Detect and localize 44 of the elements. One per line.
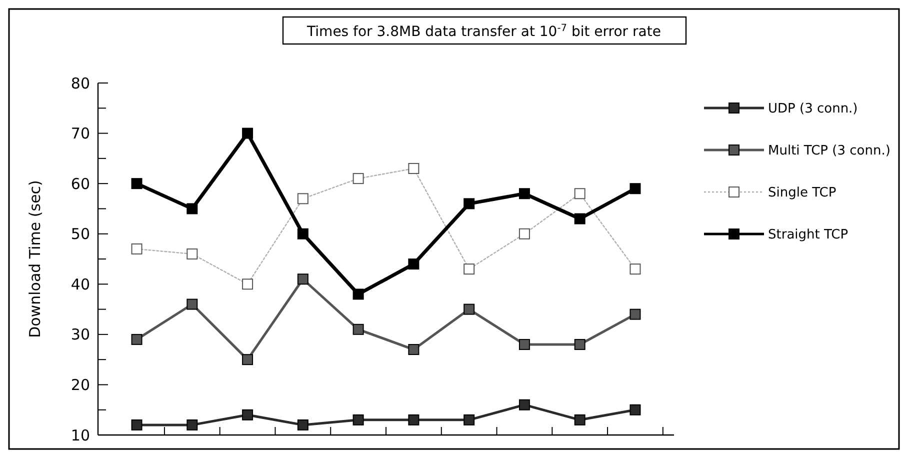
y-tick-label: 80 [70,74,90,92]
point [574,338,586,350]
point [297,419,308,430]
point [352,288,364,300]
legend-label: Straight TCP [768,228,848,243]
point [464,198,475,210]
point [242,128,254,139]
legend-label: UDP (3 conn.) [768,102,858,117]
point [297,274,308,285]
y-tick-label: 10 [70,426,90,444]
point [186,203,198,214]
chart-title: Times for 3.8MB data transfer at 10$^{-7}$ bit error rate [306,22,661,40]
point [518,399,530,410]
point [186,419,198,430]
legend-label: Multi TCP (3 conn.) [768,144,890,159]
point [630,183,641,194]
point [408,258,420,270]
point [242,409,254,420]
point [242,354,254,366]
legend-label: Single TCP [768,186,836,201]
y-tick-label: 20 [70,376,90,394]
point [131,178,142,190]
point [186,298,198,310]
point [352,324,364,335]
point [574,213,586,224]
point [574,414,586,426]
point [297,228,308,240]
point [518,338,530,350]
point [630,404,641,416]
y-tick-label: 60 [70,174,90,193]
y-tick-label: 50 [70,225,90,244]
y-tick-label: 40 [70,275,90,294]
y-axis-title: Download Time (sec) [26,180,44,338]
point [408,344,420,356]
point [464,414,475,426]
point [131,419,142,430]
point [352,414,364,426]
y-tick-label: 70 [70,124,90,143]
y-tick-label: 30 [70,326,90,344]
point [518,188,530,200]
point [464,304,475,315]
point [630,308,641,320]
point [408,414,420,426]
point [131,334,142,345]
